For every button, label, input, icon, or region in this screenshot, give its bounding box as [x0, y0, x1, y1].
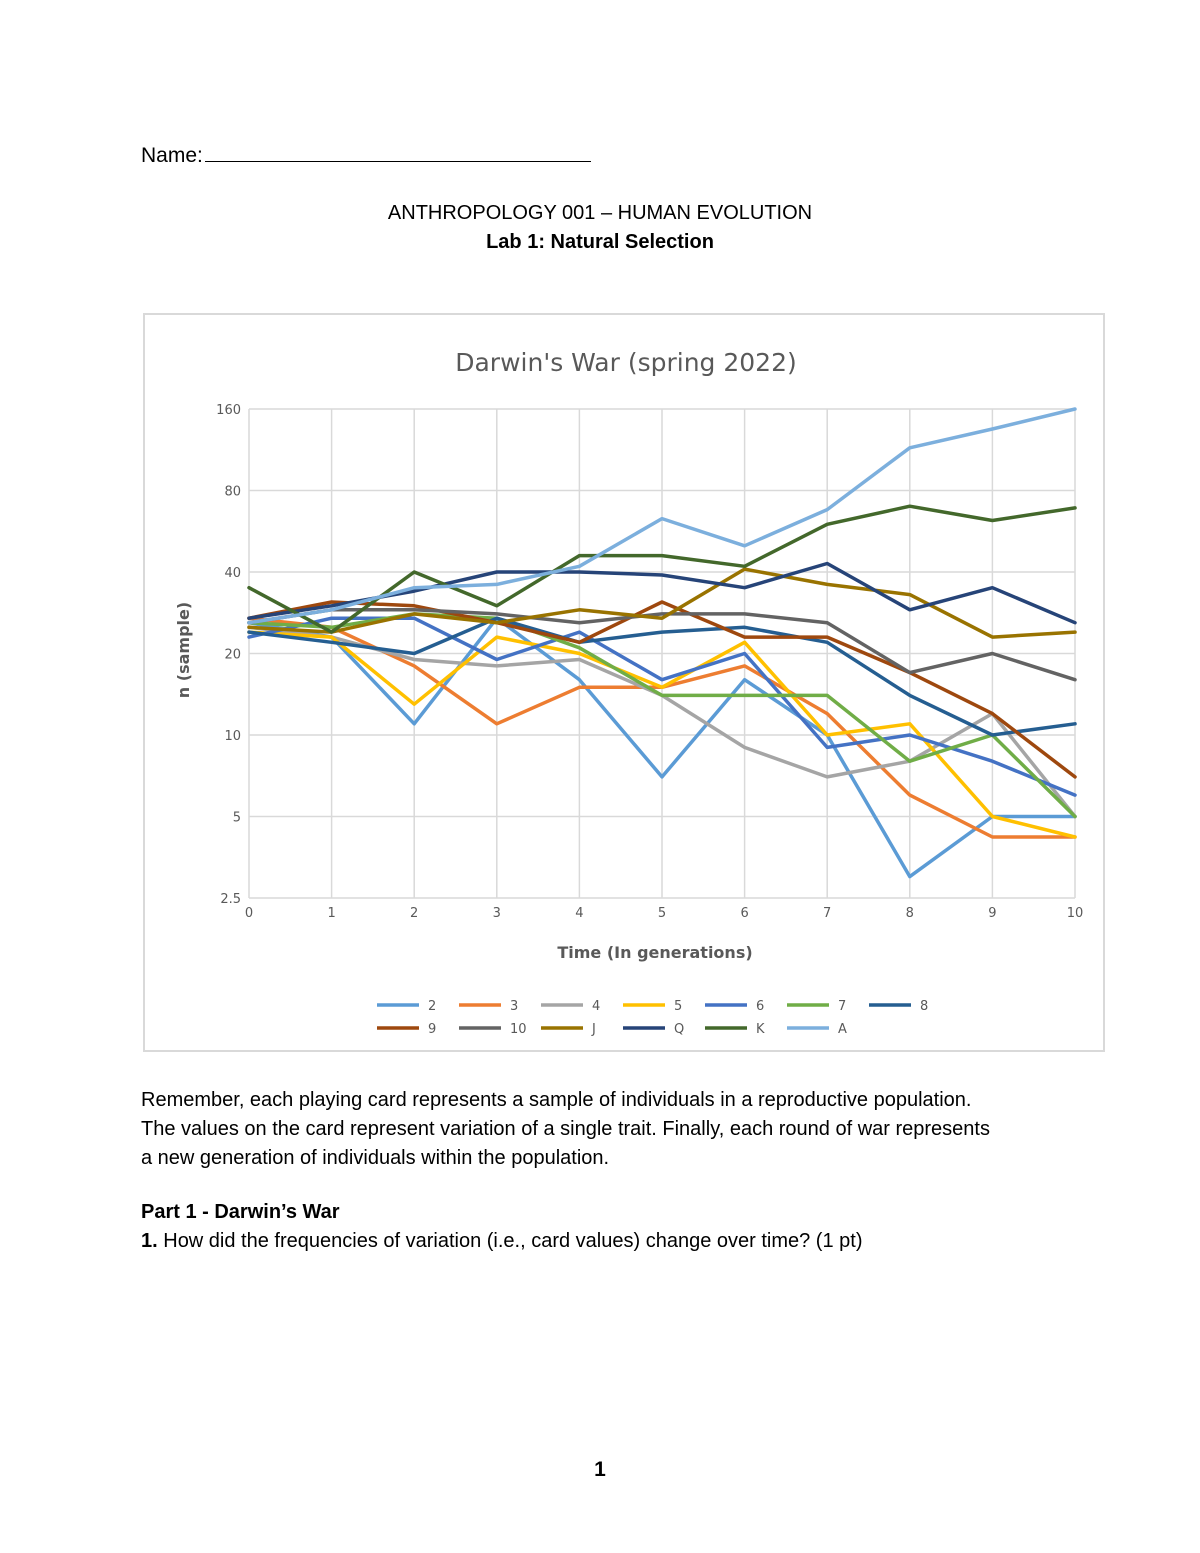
question-1: 1. How did the frequencies of variation … — [141, 1230, 862, 1253]
legend-label: 9 — [428, 1022, 436, 1037]
paragraph-line: Remember, each playing card represents a… — [141, 1089, 972, 1111]
legend-label: 5 — [674, 999, 682, 1014]
legend-label: 6 — [756, 999, 764, 1014]
chart-axis-ticks: 2.5 5 10 20 40 80 160 0 1 2 3 4 5 6 7 8 9 10 — [216, 403, 1083, 921]
legend-item-5: 5 — [623, 999, 682, 1014]
course-title: ANTHROPOLOGY 001 – HUMAN EVOLUTION — [387, 202, 813, 224]
y-tick-label: 5 — [233, 811, 241, 826]
lab-title: Lab 1: Natural Selection — [486, 231, 714, 253]
line-chart: Darwin's War (spring 2022) 2.55102040801… — [174, 348, 1083, 1037]
legend-item-9: 9 — [377, 1022, 436, 1037]
legend-label: K — [756, 1022, 765, 1037]
name-blank-line[interactable] — [204, 143, 591, 162]
legend-label: Q — [674, 1022, 684, 1037]
paragraph-line: a new generation of individuals within t… — [141, 1147, 610, 1169]
legend-label: J — [591, 1022, 596, 1037]
chart-grid — [248, 408, 1076, 899]
y-tick-label: 40 — [224, 566, 241, 581]
name-label: Name: — [141, 144, 203, 167]
part-title: Part 1 - Darwin’s War — [141, 1201, 340, 1223]
y-tick-label: 20 — [224, 648, 241, 663]
y-tick-label: 2.5 — [220, 892, 241, 907]
x-tick-label: 9 — [988, 906, 996, 921]
legend-label: A — [838, 1022, 847, 1037]
x-tick-label: 3 — [493, 906, 501, 921]
series-line-2 — [247, 616, 1077, 879]
series-line-10 — [247, 608, 1077, 682]
x-tick-label: 4 — [575, 906, 583, 921]
x-tick-label: 5 — [658, 906, 666, 921]
y-axis-label: n (sample) — [174, 602, 193, 698]
legend-item-q: Q — [623, 1022, 684, 1037]
legend-item-a: A — [787, 1022, 847, 1037]
x-tick-label: 10 — [1067, 906, 1084, 921]
legend-item-k: K — [705, 1022, 765, 1037]
legend-label: 2 — [428, 999, 436, 1014]
y-tick-label: 160 — [216, 403, 241, 418]
legend-label: 4 — [592, 999, 600, 1014]
x-tick-label: 7 — [823, 906, 831, 921]
legend-item-2: 2 — [377, 999, 436, 1014]
legend-item-6: 6 — [705, 999, 764, 1014]
series-line-k — [247, 504, 1077, 634]
legend-item-7: 7 — [787, 999, 846, 1014]
legend-label: 8 — [920, 999, 928, 1014]
question-text: How did the frequencies of variation (i.… — [157, 1230, 863, 1252]
instructions-paragraph: Remember, each playing card represents a… — [141, 1086, 1101, 1173]
chart-series-group — [247, 407, 1077, 879]
legend-item-8: 8 — [869, 999, 928, 1014]
x-tick-label: 8 — [906, 906, 914, 921]
y-tick-label: 10 — [224, 729, 241, 744]
legend-label: 3 — [510, 999, 518, 1014]
question-number: 1. — [141, 1230, 158, 1252]
x-axis-label: Time (In generations) — [557, 943, 752, 962]
legend-item-3: 3 — [459, 999, 518, 1014]
legend-label: 10 — [510, 1022, 527, 1037]
chart-container: Darwin's War (spring 2022) 2.5 5 10 20 40 80 1… — [143, 313, 1105, 1052]
chart-title: Darwin's War (spring 2022) — [455, 348, 797, 377]
series-line-a — [247, 407, 1077, 625]
legend-item-4: 4 — [541, 999, 600, 1014]
page-number: 1 — [594, 1458, 606, 1481]
x-tick-label: 2 — [410, 906, 418, 921]
legend-label: 7 — [838, 999, 846, 1014]
x-tick-label: 6 — [740, 906, 748, 921]
legend-item-j: J — [541, 1022, 596, 1037]
chart-legend: 2 3 4 5 6 7 8 9 10 J Q K A — [377, 999, 928, 1037]
x-tick-label: 0 — [245, 906, 253, 921]
legend-item-10: 10 — [459, 1022, 527, 1037]
y-tick-label: 80 — [224, 485, 241, 500]
x-tick-label: 1 — [327, 906, 335, 921]
series-line-5 — [247, 630, 1077, 839]
series-line-j — [247, 567, 1077, 639]
paragraph-line: The values on the card represent variati… — [141, 1118, 990, 1140]
series-line-9 — [247, 600, 1077, 779]
name-field-row: Name: — [141, 143, 591, 168]
series-line-8 — [247, 616, 1077, 737]
